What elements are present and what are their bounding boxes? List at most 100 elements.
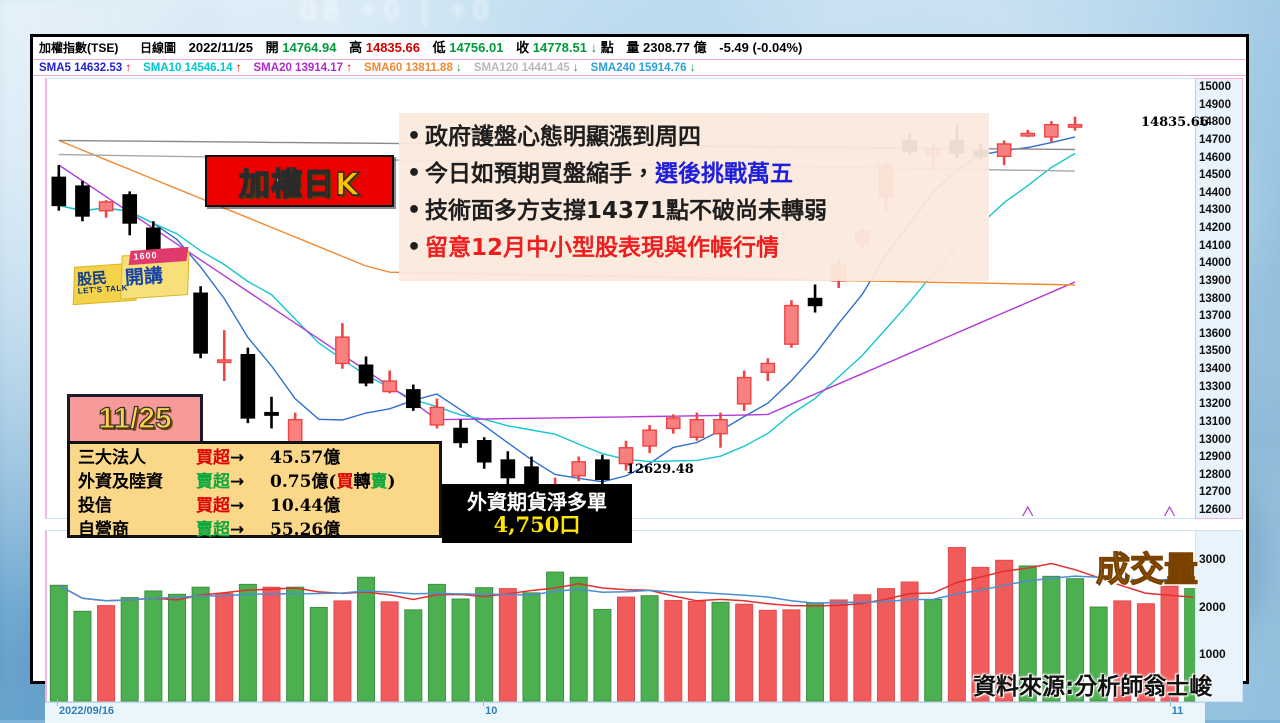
price-axis-tick: 14700 <box>1199 133 1231 146</box>
volume-bar <box>120 597 139 702</box>
quote-header: 加權指數(TSE) 日線圖 2022/11/25 開 14764.94 高 14… <box>33 37 1246 59</box>
volume-bar <box>593 608 612 702</box>
price-axis-tick: 12700 <box>1199 486 1231 499</box>
volume-bar <box>357 576 376 702</box>
institutional-table: 三大法人 買超→ 45.57億 外資及陸資 賣超→ 0.75億(買轉賣) 投信 買超→ 10.4… <box>78 447 433 543</box>
price-axis-tick: 13500 <box>1199 345 1231 358</box>
channel-logo: 股民 開講 LET'S TALK 1600 <box>71 246 190 307</box>
arrow-up-icon: ↑ <box>346 62 352 74</box>
institutional-row: 自營商 賣超→ 55.26億 <box>78 519 433 543</box>
price-axis-tick: 14100 <box>1199 239 1231 252</box>
volume-bar <box>640 595 659 702</box>
volume-label: 量 <box>626 40 640 55</box>
candle-body <box>618 447 634 465</box>
price-axis-tick: 13600 <box>1199 327 1231 340</box>
candle-body <box>358 364 374 384</box>
commentary-highlight: 選後挑戰萬五 <box>655 161 793 187</box>
volume-bar <box>711 601 730 702</box>
backdrop-ghost-text: 08 +0 | +0 <box>300 0 496 27</box>
institutional-note: (買轉賣) <box>328 472 396 492</box>
candle-body <box>996 143 1012 157</box>
sma-legend: SMA5 14632.53 ↑ SMA10 14546.14 ↑ SMA20 139… <box>33 59 1246 76</box>
candlestick <box>382 370 397 394</box>
volume-bar <box>616 596 636 702</box>
candlestick <box>75 180 90 222</box>
volume-bar <box>73 610 92 702</box>
sma-legend-item-sma120: SMA120 14441.45 ↓ <box>474 62 579 74</box>
candlestick <box>476 437 492 469</box>
date-badge-text: 11/25 <box>98 401 173 435</box>
volume-bar <box>238 583 257 702</box>
volume-bar <box>853 594 872 702</box>
commentary-line: 政府護盤心態明顯漲到周四 <box>399 118 989 156</box>
volume-bar <box>97 605 116 702</box>
commentary-line: 今日如預期買盤縮手，選後挑戰萬五 <box>399 155 989 193</box>
close-unit: 點 <box>600 40 614 55</box>
institutional-label: 投信 <box>78 496 112 516</box>
high-price-tag: 14835.66 <box>1141 115 1209 130</box>
institutional-label: 外資及陸資 <box>78 472 163 492</box>
volume-bar <box>947 547 966 702</box>
candlestick <box>713 412 728 448</box>
futures-value: 4,750口 <box>493 511 581 537</box>
date-badge: 11/25 <box>67 394 203 444</box>
ma-line-sma10 <box>58 152 1076 463</box>
sma-legend-label: SMA20 13914.17 <box>253 62 347 74</box>
candlestick <box>453 419 468 448</box>
price-axis-tick: 13400 <box>1199 363 1231 375</box>
ma-line-vol-ma-long <box>58 575 1194 605</box>
price-axis-tick: 12600 <box>1199 504 1231 516</box>
institutional-action: 買超 <box>196 448 230 468</box>
low-price-tag: 12629.48 <box>626 462 694 477</box>
price-axis-tick: 13800 <box>1199 292 1231 305</box>
high-label: 高 <box>349 40 363 55</box>
volume-bar <box>995 559 1014 702</box>
ma-line-sma20 <box>58 164 1076 421</box>
volume-bar <box>735 603 754 702</box>
foreign-futures-box: 外資期貨淨多單 4,750口 <box>442 484 632 543</box>
low-label: 低 <box>432 40 446 55</box>
futures-title: 外資期貨淨多單 <box>467 489 607 514</box>
volume-chart-pane <box>45 530 1205 702</box>
signal-marker-icon <box>1022 505 1034 517</box>
volume-bar <box>167 593 186 702</box>
candlestick <box>736 370 752 411</box>
candle-body <box>571 461 587 477</box>
institutional-value: 10.44億 <box>270 496 341 516</box>
institutional-investors-box: 三大法人 買超→ 45.57億 外資及陸資 賣超→ 0.75億(買轉賣) 投信 買超→ 10.4… <box>67 441 442 540</box>
candlestick <box>240 347 256 424</box>
candle-body <box>264 411 279 416</box>
volume-bar <box>1089 606 1108 702</box>
arrow-up-icon: ↑ <box>235 62 242 74</box>
candle-body <box>784 304 799 345</box>
candle-body <box>1067 123 1083 128</box>
institutional-value: 0.75億(買轉賣) <box>270 472 396 492</box>
high-value: 14835.66 <box>365 40 420 55</box>
volume-bar <box>1113 600 1132 702</box>
arrow-down-icon: ↓ <box>456 62 462 74</box>
institutional-action-cell: 賣超→ <box>196 471 270 495</box>
volume-bar <box>924 598 943 702</box>
commentary-line: 技術面多方支撐14371點不破尚未轉弱 <box>399 192 989 230</box>
candle-body <box>595 459 610 481</box>
institutional-action: 買超 <box>196 496 230 516</box>
candlestick <box>51 165 67 211</box>
sma-legend-label: SMA10 14546.14 <box>143 62 236 74</box>
arrow-right-icon: → <box>230 448 245 468</box>
institutional-row: 外資及陸資 賣超→ 0.75億(買轉賣) <box>78 471 433 495</box>
date-axis-tick <box>57 699 58 706</box>
volume-axis: 1000 2000 3000 <box>1195 530 1243 702</box>
volume-bar <box>475 587 494 702</box>
volume-bar <box>49 584 68 702</box>
date-axis-label: 11 <box>1171 705 1184 717</box>
candle-body <box>760 362 776 373</box>
volume-bar <box>333 600 352 702</box>
institutional-action-cell: 賣超→ <box>196 519 270 543</box>
candlestick <box>500 451 516 485</box>
sma-legend-label: SMA60 13811.88 <box>363 62 457 74</box>
price-axis-tick: 13700 <box>1199 310 1231 323</box>
candlestick <box>98 200 114 218</box>
volume-bar <box>1066 578 1085 702</box>
candlestick <box>335 323 350 369</box>
candle-body <box>453 427 468 444</box>
